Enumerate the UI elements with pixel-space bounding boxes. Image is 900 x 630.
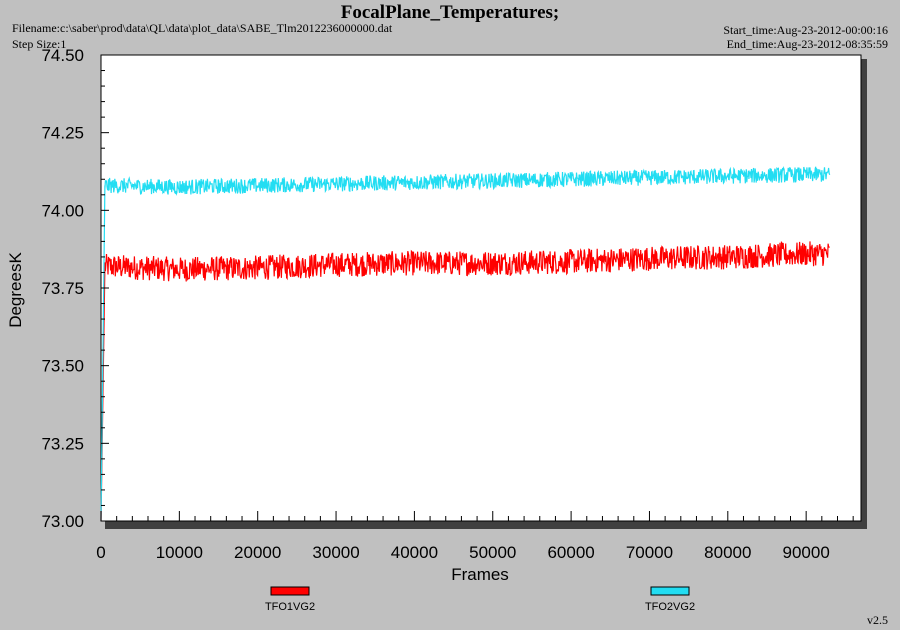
x-axis-label: Frames (451, 565, 509, 584)
step-size-label: Step Size:1 (12, 37, 67, 51)
chart-title: FocalPlane_Temperatures; (340, 2, 560, 23)
legend-entry: TFO2VG2 (645, 586, 695, 613)
x-tick-label: 30000 (312, 543, 359, 562)
y-tick-label: 74.50 (41, 46, 84, 65)
x-tick-label: 10000 (156, 543, 203, 562)
plot-area (100, 54, 862, 522)
series-layer (100, 166, 831, 522)
version-label: v2.5 (867, 613, 888, 627)
y-axis-label: DegreesK (6, 252, 25, 328)
x-tick-label: 70000 (626, 543, 673, 562)
legend-swatch (270, 586, 310, 596)
y-tick-label: 73.75 (41, 279, 84, 298)
series-line-tfo1vg2 (100, 240, 830, 522)
axis-layer: 73.00 73.25 73.50 73.75 74.00 74.25 74.50 0 1000… (41, 46, 854, 562)
x-tick-label: 40000 (391, 543, 438, 562)
legend-label: TFO2VG2 (645, 601, 695, 613)
start-time-label: Start_time:Aug-23-2012-00:00:16 (723, 23, 888, 37)
legend-entry: TFO1VG2 (265, 586, 315, 613)
filename-label: Filename:c:\saber\prod\data\QL\data\plot… (12, 21, 393, 35)
y-tick-label: 73.25 (41, 434, 84, 453)
series-line-tfo2vg2 (100, 166, 831, 522)
y-tick-label: 74.00 (41, 201, 84, 220)
y-tick-label: 73.50 (41, 357, 84, 376)
legend: TFO1VG2 TFO2VG2 (265, 586, 695, 613)
x-tick-label: 50000 (469, 543, 516, 562)
x-tick-label: 60000 (547, 543, 594, 562)
x-tick-label: 80000 (704, 543, 751, 562)
end-time-label: End_time:Aug-23-2012-08:35:59 (726, 37, 888, 51)
legend-swatch (650, 586, 690, 596)
x-tick-label: 20000 (234, 543, 281, 562)
x-tick-label: 0 (96, 543, 105, 562)
legend-label: TFO1VG2 (265, 601, 315, 613)
y-tick-label: 73.00 (41, 512, 84, 531)
y-tick-label: 74.25 (41, 124, 84, 143)
x-tick-label: 90000 (783, 543, 830, 562)
